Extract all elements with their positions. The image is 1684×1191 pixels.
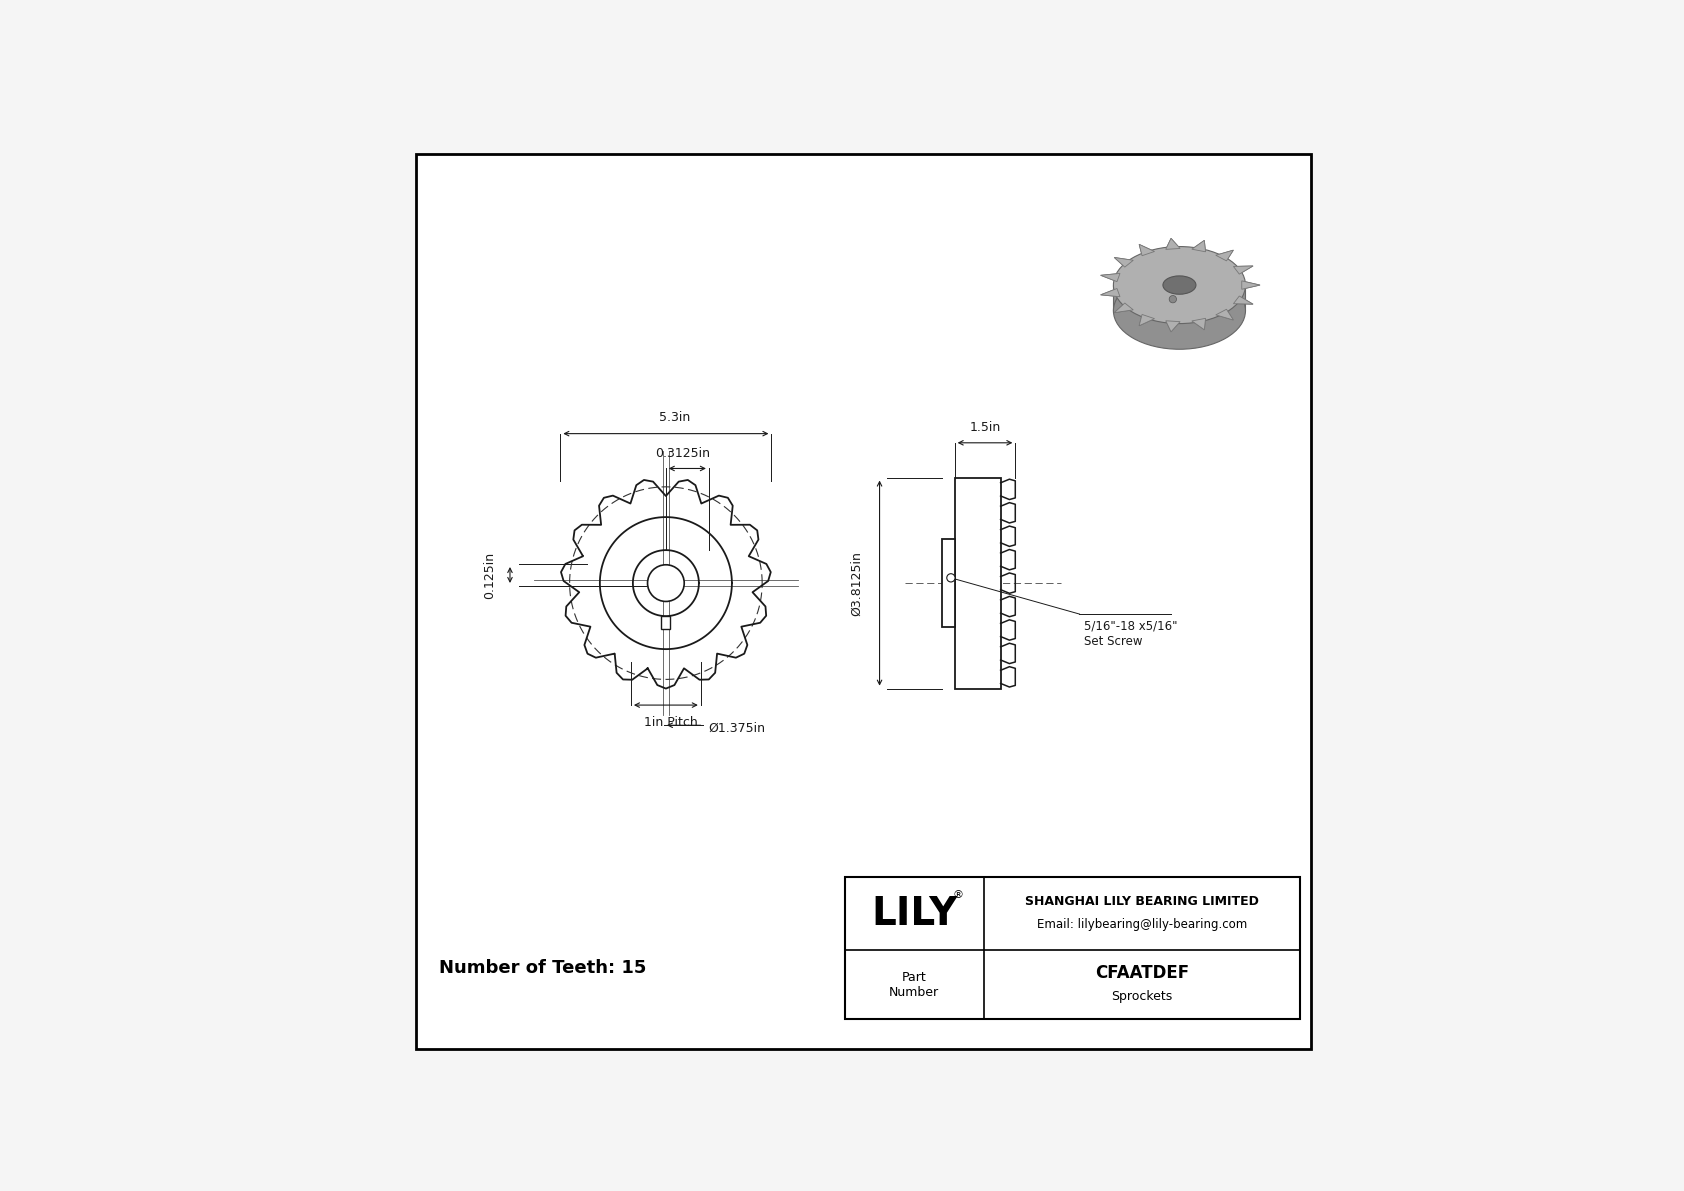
Text: 5.3in: 5.3in	[660, 411, 690, 424]
Text: Part
Number: Part Number	[889, 971, 940, 998]
Polygon shape	[1216, 250, 1233, 261]
Circle shape	[648, 565, 684, 601]
Polygon shape	[1101, 274, 1120, 281]
Polygon shape	[1115, 257, 1133, 267]
Text: CFAATDEF: CFAATDEF	[1095, 964, 1189, 981]
Text: Email: lilybearing@lily-bearing.com: Email: lilybearing@lily-bearing.com	[1037, 918, 1248, 931]
Polygon shape	[1115, 303, 1133, 313]
Text: Sprockets: Sprockets	[1111, 990, 1172, 1003]
Polygon shape	[1233, 266, 1253, 274]
Polygon shape	[1101, 274, 1120, 281]
Polygon shape	[1192, 241, 1206, 251]
Polygon shape	[1241, 281, 1260, 289]
Polygon shape	[1192, 318, 1206, 330]
Polygon shape	[1138, 244, 1155, 256]
Polygon shape	[1165, 238, 1180, 249]
Circle shape	[1169, 295, 1177, 303]
Polygon shape	[1101, 288, 1120, 297]
Text: ®: ®	[953, 890, 963, 900]
Text: 0.125in: 0.125in	[483, 551, 497, 599]
Polygon shape	[1138, 314, 1155, 326]
Text: Number of Teeth: 15: Number of Teeth: 15	[440, 959, 647, 978]
Polygon shape	[1216, 250, 1233, 261]
Text: Ø1.375in: Ø1.375in	[707, 722, 765, 735]
Polygon shape	[1115, 303, 1133, 313]
Text: LILY: LILY	[871, 894, 957, 933]
Polygon shape	[1101, 288, 1120, 297]
Text: Ø3.8125in: Ø3.8125in	[850, 550, 864, 616]
FancyBboxPatch shape	[1113, 285, 1246, 311]
Ellipse shape	[1113, 247, 1246, 324]
Bar	[662, 616, 670, 629]
Text: SHANGHAI LILY BEARING LIMITED: SHANGHAI LILY BEARING LIMITED	[1026, 896, 1260, 908]
Text: 5/16"-18 x5/16"
Set Screw: 5/16"-18 x5/16" Set Screw	[1084, 619, 1177, 648]
Text: 1in Pitch: 1in Pitch	[643, 716, 697, 729]
Text: 0.3125in: 0.3125in	[655, 448, 711, 460]
Bar	[845, 877, 1300, 1018]
Bar	[941, 538, 955, 628]
Polygon shape	[1216, 310, 1233, 320]
Polygon shape	[1241, 281, 1260, 289]
Polygon shape	[1165, 320, 1180, 332]
Polygon shape	[1192, 241, 1206, 251]
Ellipse shape	[1164, 276, 1196, 294]
Circle shape	[946, 574, 955, 582]
Polygon shape	[1115, 257, 1133, 267]
Polygon shape	[1138, 244, 1155, 256]
Polygon shape	[1165, 320, 1180, 332]
Ellipse shape	[1113, 273, 1246, 349]
Text: 1.5in: 1.5in	[970, 420, 1000, 434]
Polygon shape	[1192, 318, 1206, 330]
Polygon shape	[1233, 297, 1253, 304]
Polygon shape	[1233, 266, 1253, 274]
Polygon shape	[1165, 238, 1180, 249]
Polygon shape	[1216, 310, 1233, 320]
Polygon shape	[1138, 314, 1155, 326]
Polygon shape	[1233, 297, 1253, 304]
Bar	[955, 478, 1000, 688]
